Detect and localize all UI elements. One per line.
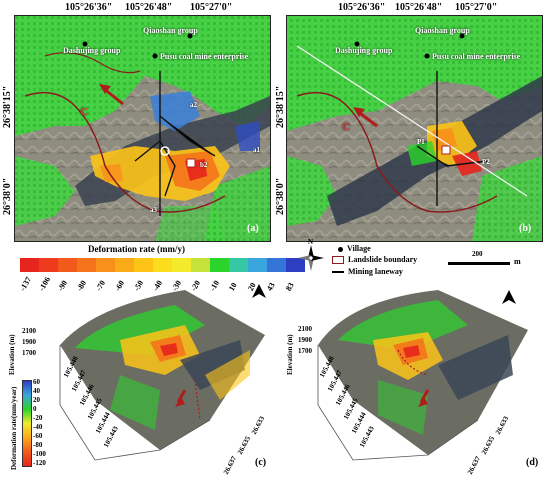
cbar-title-c: Deformation rate(mm/year) xyxy=(10,386,18,470)
top-coord-6: 105°27'0" xyxy=(455,2,498,13)
map-panel-a: Qiaoshan group Dashujing group Pusu coal… xyxy=(14,15,271,242)
village-dot-icon xyxy=(338,246,343,252)
panel-d-graphic xyxy=(317,290,528,461)
map-a-graphic xyxy=(15,16,270,241)
top-coord-3: 105°27'0" xyxy=(190,2,233,13)
colorbar-cell xyxy=(229,258,248,272)
colorbar-cell xyxy=(191,258,210,272)
north-label: N xyxy=(308,238,314,246)
scale-value: 200 xyxy=(472,250,483,258)
mark-a1-a: a1 xyxy=(253,146,260,154)
z-tick-c-1: 1900 xyxy=(22,338,36,346)
place-pusu-a: Pusu coal mine enterprise xyxy=(160,52,249,61)
scale-unit: m xyxy=(514,257,521,266)
colorbar-cell xyxy=(96,258,115,272)
mark-p1-b: P1 xyxy=(417,138,425,146)
cbar-c-tick: -80 xyxy=(33,441,43,449)
map-b-graphic xyxy=(287,16,542,241)
cbar-c-tick: -20 xyxy=(33,414,43,422)
north-arrow-icon xyxy=(298,245,324,271)
left-coord-4: 26°38'0" xyxy=(275,177,286,215)
colorbar-cell xyxy=(77,258,96,272)
colorbar-cell xyxy=(267,258,286,272)
left-coord-3: 26°38'15" xyxy=(275,85,286,128)
colorbar-cell xyxy=(210,258,229,272)
mark-b2-a: b2 xyxy=(200,161,208,169)
top-coord-4: 105°26'36" xyxy=(338,2,386,13)
scale-bar xyxy=(448,262,510,265)
place-qiaoshan-a: Qiaoshan group xyxy=(143,26,198,35)
left-coord-2: 26°38'0" xyxy=(2,177,13,215)
colorbar-cell xyxy=(20,258,39,272)
colorbar-cell xyxy=(39,258,58,272)
colorbar-cell xyxy=(115,258,134,272)
cbar-c xyxy=(22,380,32,467)
top-coord-2: 105°26'48" xyxy=(125,2,173,13)
place-qiaoshan-b: Qiaoshan group xyxy=(415,26,470,35)
mark-a2-a: a2 xyxy=(190,101,197,109)
top-coord-1: 105°26'36" xyxy=(65,2,113,13)
cbar-c-tick: -120 xyxy=(33,459,46,467)
colorbar-cell xyxy=(134,258,153,272)
mark-c-a: C xyxy=(80,106,88,118)
cbar-c-tick: 40 xyxy=(33,387,40,395)
panel-label-d: (d) xyxy=(526,457,539,468)
panel-d-3d: Elevation (m) 2100 1900 1700 105.448 105.… xyxy=(278,280,550,476)
north-arrow-c-icon xyxy=(252,284,266,298)
cbar-c-tick: -60 xyxy=(33,432,43,440)
legend-village-label: Village xyxy=(347,244,371,253)
map-panel-b: Qiaoshan group Dashujing group Pusu coal… xyxy=(286,15,543,242)
colorbar-cell xyxy=(286,258,305,272)
colorbar xyxy=(20,258,305,272)
mark-c-b: C xyxy=(342,121,350,133)
z-tick-d-0: 2100 xyxy=(298,325,312,333)
z-tick-d-2: 1700 xyxy=(298,347,312,355)
colorbar-cell xyxy=(58,258,77,272)
elevation-label-d: Elevation (m) xyxy=(286,334,294,375)
z-tick-c-2: 1700 xyxy=(22,349,36,357)
legend-boundary: Landslide boundary xyxy=(332,255,418,265)
panel-label-c: (c) xyxy=(255,457,267,468)
cbar-c-tick: 20 xyxy=(33,396,40,404)
cbar-c-tick: -40 xyxy=(33,423,43,431)
legend-village: Village xyxy=(338,244,371,253)
top-coord-5: 105°26'48" xyxy=(395,2,443,13)
place-dashujing-b: Dashujing group xyxy=(335,46,393,55)
legend-boundary-label: Landslide boundary xyxy=(348,255,418,264)
colorbar-cell xyxy=(248,258,267,272)
place-pusu-b: Pusu coal mine enterprise xyxy=(432,52,521,61)
mark-p2-b: P2 xyxy=(482,158,490,166)
cbar-c-tick: -100 xyxy=(33,450,46,458)
cbar-c-tick: 60 xyxy=(33,378,40,386)
z-tick-c-0: 2100 xyxy=(22,327,36,335)
place-dashujing-a: Dashujing group xyxy=(63,46,121,55)
colorbar-title: Deformation rate (mm/y) xyxy=(88,244,185,254)
north-arrow-d-icon xyxy=(502,290,516,304)
panel-label-a: (a) xyxy=(247,223,259,234)
panel-c-3d: Elevation (m) 2100 1900 1700 105.448 105.… xyxy=(0,280,275,476)
elevation-label-c: Elevation (m) xyxy=(8,334,16,375)
colorbar-cell xyxy=(153,258,172,272)
legend-laneway-label: Mining laneway xyxy=(348,267,403,276)
mark-a3-a: a3 xyxy=(150,206,157,214)
colorbar-cell xyxy=(172,258,191,272)
cbar-c-tick: 0 xyxy=(33,405,37,413)
panel-c-graphic xyxy=(59,290,265,461)
boundary-swatch-icon xyxy=(332,256,344,265)
left-coord-1: 26°38'15" xyxy=(2,85,13,128)
legend-laneway: Mining laneway xyxy=(332,267,403,276)
laneway-line-icon xyxy=(332,271,344,274)
z-tick-d-1: 1900 xyxy=(298,336,312,344)
panel-label-b: (b) xyxy=(519,223,532,234)
